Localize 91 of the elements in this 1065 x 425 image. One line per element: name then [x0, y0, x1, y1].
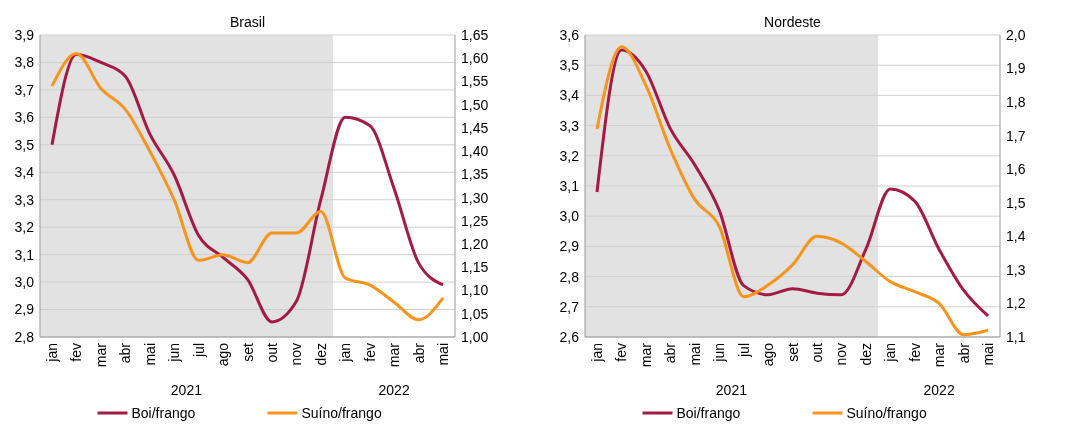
x-tick-label: jul — [190, 343, 207, 359]
y-tick-label: 2,9 — [559, 238, 580, 255]
x-tick-label: mai — [435, 343, 451, 366]
x-tick-label: out — [808, 342, 825, 363]
y-tick-label: 3,8 — [14, 54, 35, 71]
x-tick-label: nov — [288, 343, 305, 366]
y-tick-label: 3,9 — [14, 26, 35, 43]
y2-tick-label: 1,50 — [461, 96, 489, 113]
y-tick-label: 3,4 — [14, 164, 35, 181]
y-tick-label: 2,8 — [559, 268, 580, 285]
x-tick-label: dez — [857, 343, 874, 366]
y2-tick-label: 1,6 — [1006, 161, 1026, 178]
y2-tick-label: 1,10 — [461, 282, 489, 299]
x-tick-label: fev — [361, 343, 378, 362]
y-tick-label: 3,3 — [559, 117, 580, 134]
chart-title: Nordeste — [764, 14, 822, 30]
y-tick-label: 2,9 — [14, 301, 35, 318]
y-tick-label: 3,0 — [559, 208, 580, 225]
x-tick-label: jun — [711, 343, 728, 363]
chart-title: Brasil — [229, 14, 266, 30]
x-tick-label: abr — [410, 342, 427, 364]
y2-tick-label: 1,30 — [461, 189, 489, 206]
y2-tick-label: 1,1 — [1006, 328, 1026, 345]
x-tick-label: mai — [980, 343, 996, 366]
x-tick-label: jan — [882, 343, 899, 363]
y-tick-label: 3,3 — [14, 191, 35, 208]
x-tick-label: set — [784, 342, 801, 362]
x-tick-label: mai — [686, 343, 703, 366]
y2-tick-label: 1,2 — [1006, 295, 1026, 312]
x-tick-label: jul — [735, 343, 752, 359]
x-tick-label: abr — [955, 342, 972, 364]
y2-tick-label: 1,9 — [1006, 60, 1026, 77]
y2-tick-label: 1,60 — [461, 50, 489, 67]
legend-label: Boi/frango — [131, 405, 196, 421]
x-tick-label: dez — [312, 343, 329, 366]
x-tick-label: ago — [215, 342, 232, 367]
y-tick-label: 2,6 — [559, 328, 580, 345]
y2-tick-label: 1,7 — [1006, 127, 1026, 144]
y-tick-label: 3,1 — [559, 177, 580, 194]
y2-tick-label: 1,00 — [461, 328, 489, 345]
y2-tick-label: 1,3 — [1006, 261, 1026, 278]
y2-tick-label: 1,55 — [461, 73, 489, 90]
x-tick-label: fev — [68, 343, 85, 362]
x-tick-label: jan — [589, 343, 605, 363]
y2-tick-label: 1,5 — [1006, 194, 1026, 211]
x-tick-label: mai — [141, 343, 158, 366]
text: 2021 — [715, 382, 748, 398]
legend-label: Suíno/frango — [846, 405, 927, 421]
text: 2022 — [923, 382, 955, 398]
y-tick-label: 3,6 — [559, 26, 580, 43]
y2-tick-label: 1,4 — [1006, 228, 1026, 245]
x-tick-label: out — [263, 342, 280, 363]
y-tick-label: 3,4 — [559, 87, 580, 104]
y-tick-label: 3,2 — [559, 147, 580, 164]
x-tick-label: mar — [92, 342, 109, 368]
y-tick-label: 3,6 — [14, 109, 35, 126]
x-tick-label: fev — [613, 343, 630, 362]
y-tick-label: 3,1 — [14, 246, 35, 263]
x-tick-label: jan — [44, 343, 60, 363]
y-tick-label: 3,0 — [14, 273, 35, 290]
y2-tick-label: 1,8 — [1006, 94, 1026, 111]
y-tick-label: 2,7 — [559, 298, 580, 315]
x-tick-label: nov — [833, 343, 850, 366]
x-tick-label: abr — [117, 342, 134, 364]
x-tick-label: fev — [906, 343, 923, 362]
x-tick-label: jan — [337, 343, 354, 363]
x-tick-label: jun — [166, 343, 183, 363]
x-tick-label: mar — [386, 342, 403, 368]
text: 2022 — [378, 382, 410, 398]
y2-tick-label: 1,25 — [461, 212, 489, 229]
x-tick-label: ago — [760, 342, 777, 367]
y2-tick-label: 1,05 — [461, 305, 489, 322]
legend-label: Boi/frango — [676, 405, 741, 421]
text: 2021 — [170, 382, 203, 398]
y-tick-label: 2,8 — [14, 328, 35, 345]
x-tick-label: abr — [662, 342, 679, 364]
y2-tick-label: 1,15 — [461, 259, 489, 276]
y2-tick-label: 1,35 — [461, 166, 489, 183]
y-tick-label: 3,5 — [559, 57, 580, 74]
y2-tick-label: 1,20 — [461, 235, 489, 252]
y2-tick-label: 1,45 — [461, 119, 489, 136]
x-tick-label: set — [239, 342, 256, 362]
y-tick-label: 3,7 — [14, 81, 35, 98]
y-tick-label: 3,5 — [14, 136, 35, 153]
y2-tick-label: 1,40 — [461, 143, 489, 160]
y2-tick-label: 2,0 — [1006, 26, 1026, 43]
x-tick-label: mar — [931, 342, 948, 368]
x-tick-label: mar — [637, 342, 654, 368]
y2-tick-label: 1,65 — [461, 26, 489, 43]
y-tick-label: 3,2 — [14, 219, 35, 236]
legend-label: Suíno/frango — [301, 405, 382, 421]
